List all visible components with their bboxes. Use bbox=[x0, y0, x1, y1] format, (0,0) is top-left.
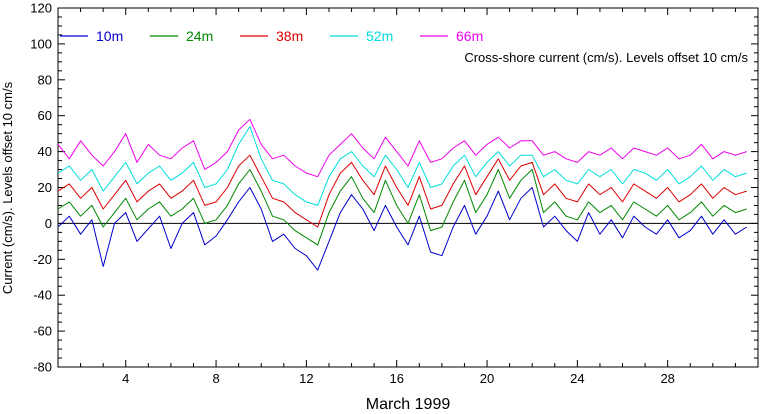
legend: 10m 24m 38m 52m 66m bbox=[60, 28, 483, 44]
y-tick-label: 60 bbox=[38, 108, 52, 123]
y-tick-label: 20 bbox=[38, 180, 52, 195]
legend-label-24m: 24m bbox=[186, 28, 213, 44]
legend-label-52m: 52m bbox=[366, 28, 393, 44]
x-tick-label: 24 bbox=[570, 371, 584, 386]
y-axis-label: Current (cm/s). Levels offset 10 cm/s bbox=[0, 81, 15, 294]
x-tick-label: 4 bbox=[122, 371, 129, 386]
series-group bbox=[57, 118, 747, 271]
y-tick-label: 80 bbox=[38, 72, 52, 87]
series-line-52m bbox=[57, 126, 747, 206]
legend-label-66m: 66m bbox=[456, 28, 483, 44]
chart-annotation: Cross-shore current (cm/s). Levels offse… bbox=[464, 50, 748, 65]
x-tick-label: 16 bbox=[389, 371, 403, 386]
series-line-38m bbox=[57, 154, 747, 228]
y-axis: -80 -60 -40 -20 0 20 40 60 80 100 120 bbox=[30, 1, 758, 375]
series-line-66m bbox=[57, 118, 747, 178]
x-tick-label: 8 bbox=[212, 371, 219, 386]
legend-label-38m: 38m bbox=[276, 28, 303, 44]
x-tick-label: 20 bbox=[480, 371, 494, 386]
y-tick-label: 0 bbox=[45, 216, 52, 231]
legend-label-10m: 10m bbox=[96, 28, 123, 44]
x-tick-label: 12 bbox=[299, 371, 313, 386]
series-line-10m bbox=[57, 187, 747, 271]
y-tick-label: -40 bbox=[33, 288, 52, 303]
y-tick-label: -60 bbox=[33, 324, 52, 339]
y-tick-label: 40 bbox=[38, 144, 52, 159]
x-axis: 4 8 12 16 20 24 28 bbox=[57, 8, 759, 386]
x-tick-label: 28 bbox=[660, 371, 674, 386]
x-axis-label: March 1999 bbox=[366, 396, 451, 413]
y-tick-label: 120 bbox=[30, 1, 52, 16]
y-tick-label: -20 bbox=[33, 252, 52, 267]
y-tick-label: -80 bbox=[33, 360, 52, 375]
series-line-24m bbox=[57, 169, 747, 246]
y-tick-label: 100 bbox=[30, 36, 52, 51]
